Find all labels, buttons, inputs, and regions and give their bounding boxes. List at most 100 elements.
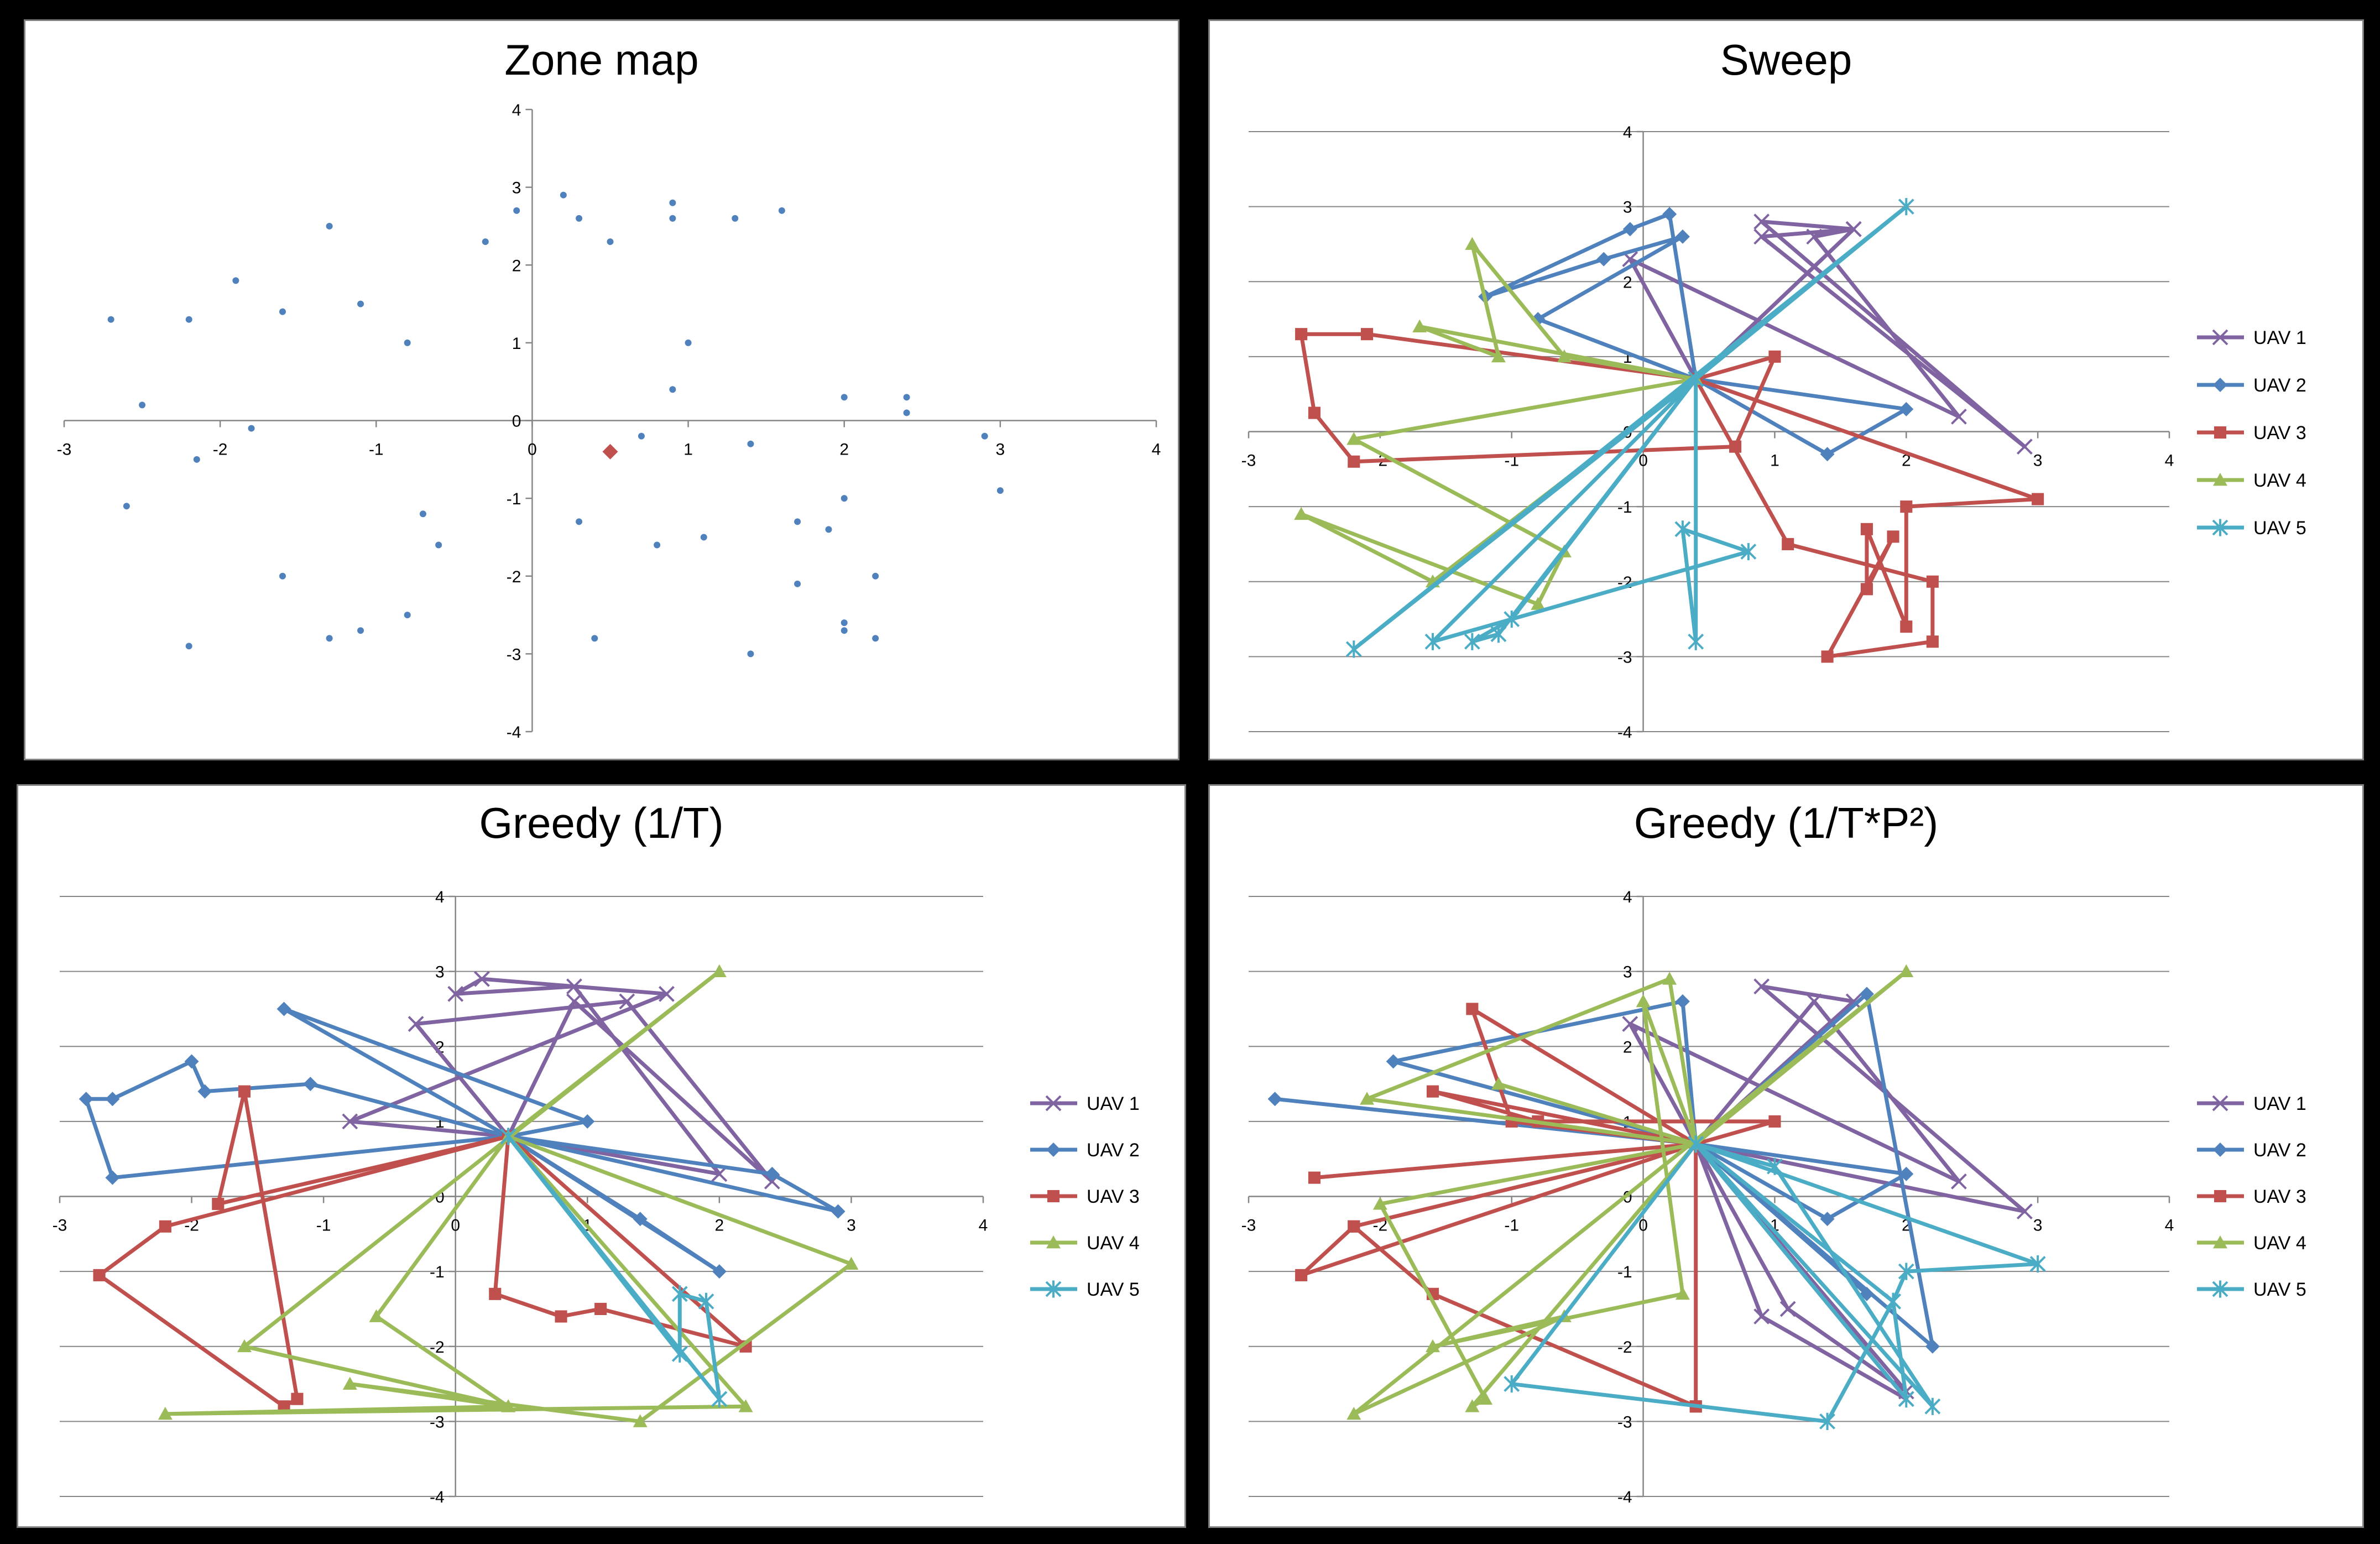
y-tick-label: -1 — [430, 1263, 445, 1281]
y-tick-label: 4 — [1623, 123, 1632, 142]
series-point-uav-3 — [1361, 328, 1374, 341]
zone-point — [248, 425, 255, 432]
zone-point — [232, 277, 239, 284]
series-point-uav-2 — [197, 1084, 212, 1099]
x-tick-label: -3 — [1241, 452, 1256, 470]
zone-point — [576, 215, 583, 222]
series-point-uav-3 — [93, 1269, 106, 1281]
series-point-uav-5 — [1898, 1263, 1914, 1280]
zone-point — [576, 518, 583, 525]
series-point-uav-1-stroke — [619, 993, 635, 1010]
series-point-uav-1 — [659, 985, 675, 1002]
x-tick-label: -3 — [57, 441, 72, 459]
series-point-uav-1-stroke — [1806, 228, 1823, 245]
zone-point — [700, 534, 707, 541]
zone-point — [193, 456, 200, 463]
x-tick-label: -1 — [316, 1217, 331, 1235]
zone-point — [654, 541, 661, 549]
y-tick-label: -2 — [1617, 1338, 1632, 1357]
zone-point — [981, 432, 988, 440]
zone-point — [607, 238, 614, 246]
zone-point — [357, 627, 364, 634]
series-point-uav-1 — [1753, 213, 1770, 230]
series-point-uav-2 — [1622, 222, 1637, 237]
series-point-uav-5 — [2029, 1255, 2046, 1273]
legend-marker — [2212, 1095, 2228, 1112]
series-point-uav-2 — [276, 1001, 291, 1016]
legend-marker — [2212, 1280, 2228, 1298]
legend-label: UAV 4 — [2253, 470, 2306, 491]
series-point-uav-2 — [79, 1092, 93, 1107]
legend-label: UAV 3 — [2253, 1186, 2306, 1207]
series-point-uav-1 — [2016, 1203, 2033, 1220]
zone-point — [435, 541, 442, 549]
series-line-uav-3 — [97, 1089, 748, 1409]
series-point-uav-1 — [1753, 1308, 1770, 1324]
series-point-uav-1-stroke — [2016, 439, 2033, 455]
series-point-uav-3 — [555, 1310, 567, 1323]
legend-marker — [2213, 1235, 2227, 1249]
series-point-uav-1 — [619, 993, 635, 1010]
legend-marker — [2212, 329, 2228, 346]
legend-marker — [2212, 519, 2228, 536]
zone-point — [903, 394, 910, 401]
zone-point — [778, 207, 785, 214]
legend-marker — [1045, 1280, 1062, 1298]
series-point-uav-2 — [580, 1114, 595, 1129]
series-point-uav-3 — [1782, 538, 1794, 550]
x-tick-label: 3 — [847, 1217, 856, 1235]
series-point-uav-1-stroke — [1951, 408, 1967, 425]
zone-point — [638, 432, 645, 440]
series-point-uav-1 — [447, 985, 464, 1002]
series-point-uav-2 — [184, 1054, 199, 1069]
x-tick-label: -1 — [369, 441, 384, 459]
series-point-uav-4 — [1899, 964, 1914, 978]
series-point-uav-1-stroke — [1753, 1308, 1770, 1324]
series-point-uav-2 — [1925, 1339, 1940, 1354]
series-point-uav-2 — [831, 1204, 845, 1219]
x-tick-label: -1 — [1504, 1217, 1519, 1235]
legend-marker — [2214, 1190, 2227, 1203]
series-point-uav-3 — [1466, 1003, 1479, 1015]
series-point-uav-5 — [1898, 1390, 1914, 1408]
series-point-uav-4 — [738, 1399, 753, 1412]
zone-point — [185, 643, 192, 650]
zone-point — [279, 572, 286, 580]
series-point-uav-1-stroke — [1779, 1301, 1796, 1317]
panel-greedy-1-t: Greedy (1/T) -3 -2 -1 0 1 2 3 4 -4 -3 -2 -1 0 1 2 3 4 UAV… — [17, 784, 1186, 1528]
x-tick-label: 4 — [979, 1217, 988, 1235]
zone-point — [107, 316, 114, 323]
series-point-uav-2 — [303, 1077, 318, 1092]
series-point-uav-3 — [1926, 575, 1939, 588]
x-tick-label: -3 — [53, 1217, 67, 1235]
series-point-uav-3 — [1308, 406, 1321, 419]
series-point-uav-4 — [501, 1399, 516, 1412]
series-point-uav-3 — [1900, 500, 1913, 513]
series-point-uav-3 — [1926, 635, 1939, 648]
series-point-uav-4 — [1531, 597, 1546, 610]
series-point-uav-2 — [765, 1166, 780, 1181]
series-point-uav-1 — [408, 1016, 424, 1032]
y-tick-label: 2 — [1623, 1038, 1632, 1056]
series-point-uav-1-stroke — [659, 985, 675, 1002]
zone-point — [841, 394, 848, 401]
x-tick-label: 4 — [2165, 1217, 2174, 1235]
legend-marker — [2213, 378, 2227, 392]
series-point-uav-2 — [1820, 447, 1835, 462]
zone-point — [747, 650, 754, 658]
series-point-uav-2 — [1531, 312, 1546, 327]
x-tick-label: 1 — [1770, 452, 1779, 470]
chart-title: Greedy (1/T*P²) — [1633, 799, 1939, 847]
series-point-uav-5 — [1504, 1375, 1520, 1393]
legend-marker-stroke — [1045, 1095, 1062, 1112]
series-point-uav-5 — [1504, 610, 1520, 628]
legend-label: UAV 2 — [2253, 375, 2306, 396]
series-point-uav-3 — [1768, 1115, 1781, 1128]
series-point-uav-5 — [1424, 633, 1441, 650]
x-tick-label: 0 — [1638, 1217, 1648, 1235]
zone-point — [841, 627, 848, 634]
series-point-uav-1 — [1753, 978, 1770, 995]
series-point-uav-1 — [1951, 1173, 1967, 1190]
series-point-uav-1-stroke — [1753, 228, 1770, 245]
